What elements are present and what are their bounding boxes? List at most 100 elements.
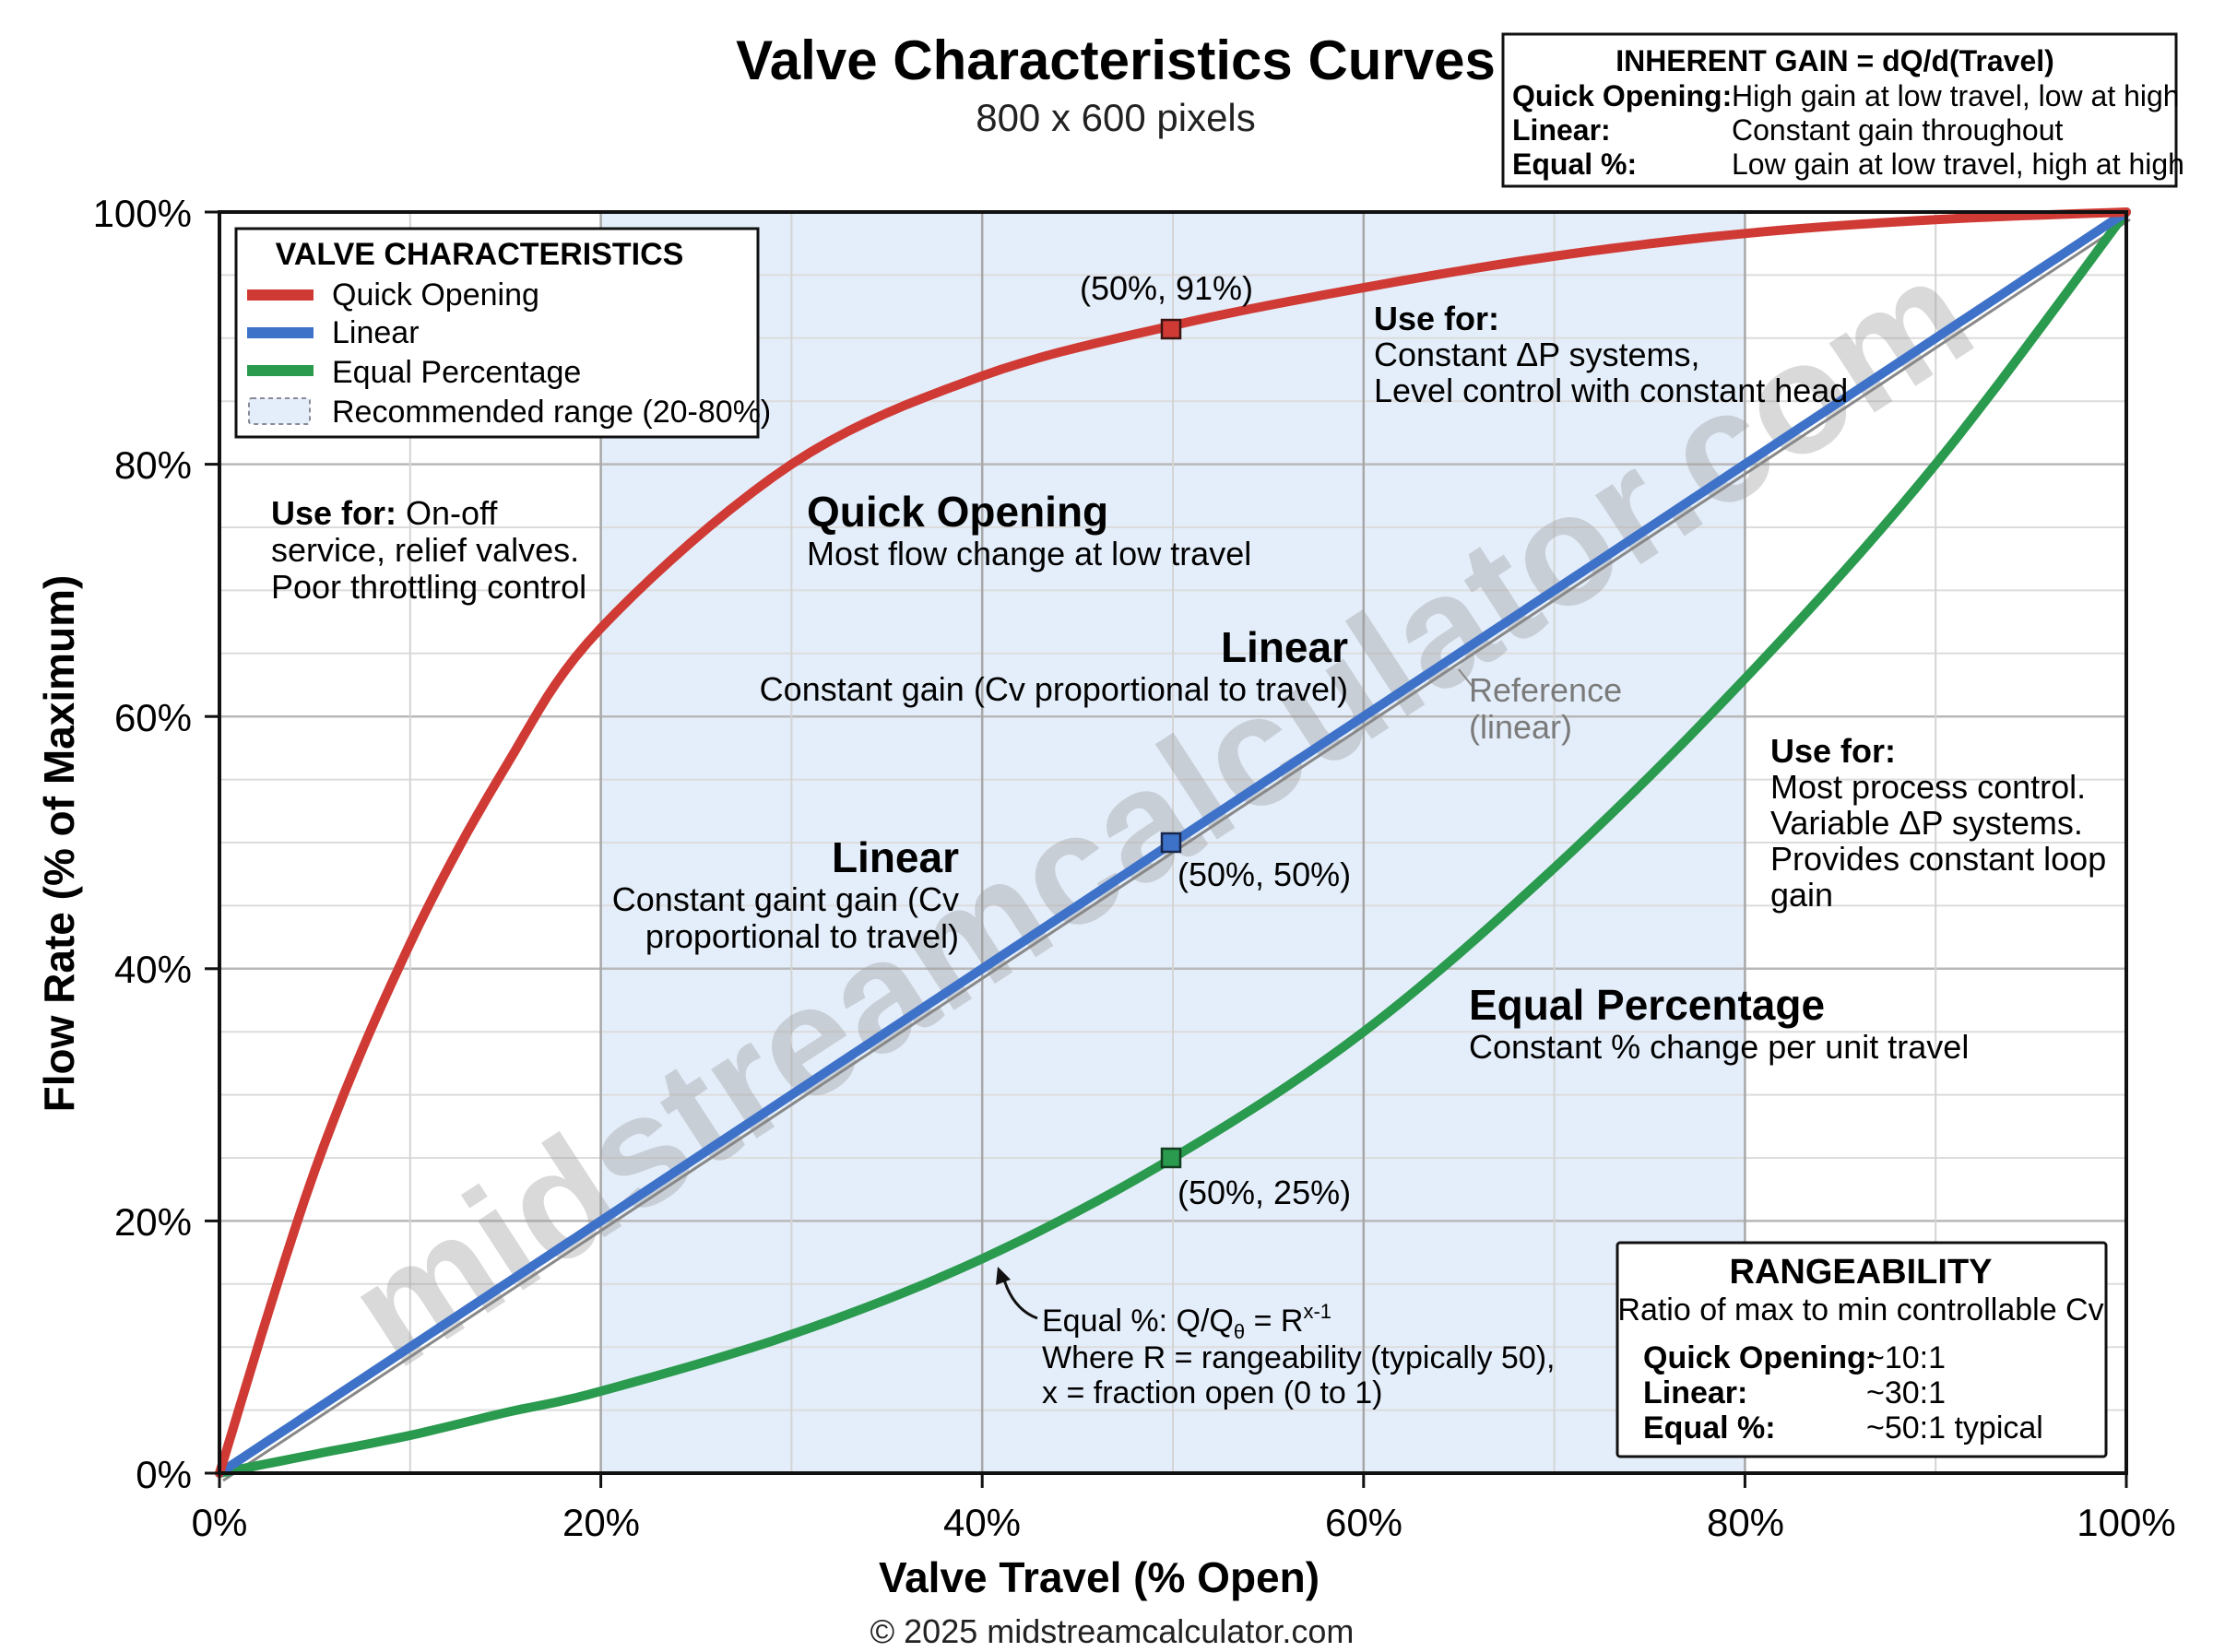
y-axis-title: Flow Rate (% of Maximum) bbox=[35, 575, 83, 1113]
rangeability-row-value: ~50:1 typical bbox=[1866, 1410, 2043, 1446]
quick-opening-label: Quick Opening bbox=[807, 488, 1108, 536]
formula-subscript: θ bbox=[1234, 1320, 1245, 1343]
gain-row-label: Quick Opening: bbox=[1512, 79, 1732, 112]
gain-row-value: Low gain at low travel, high at high bbox=[1732, 148, 2184, 181]
chart-subtitle: 800 x 600 pixels bbox=[976, 96, 1256, 139]
equal-percentage-curve[interactable] bbox=[215, 207, 2131, 1478]
y-tick-label: 0% bbox=[136, 1453, 192, 1496]
x-axis-title: Valve Travel (% Open) bbox=[879, 1553, 1320, 1601]
y-tick-label: 60% bbox=[114, 696, 192, 739]
quick-opening-marker[interactable] bbox=[1160, 318, 1182, 340]
use-for-text: Poor throttling control bbox=[271, 568, 586, 606]
formula-superscript: x-1 bbox=[1303, 1300, 1331, 1323]
dashed-band-swatch-icon bbox=[248, 397, 311, 425]
x-tick-label: 20% bbox=[562, 1501, 640, 1544]
y-tick-label: 40% bbox=[114, 948, 192, 991]
y-tick-label: 100% bbox=[93, 192, 192, 235]
rangeability-subtitle: Ratio of max to min controllable Cv bbox=[1617, 1292, 2103, 1328]
equal-percentage-description: Constant % change per unit travel bbox=[1469, 1028, 1969, 1066]
equal-percentage-label: Equal Percentage bbox=[1469, 981, 1825, 1029]
svg-text:Equal %: Q/Qθ = Rx-1: Equal %: Q/Qθ = Rx-1 bbox=[1042, 1300, 1331, 1343]
linear-description-upper: Constant gain (Cv proportional to travel… bbox=[760, 670, 1348, 708]
gain-row-label: Linear: bbox=[1512, 113, 1611, 147]
x-tick-label: 100% bbox=[2077, 1501, 2175, 1544]
linear-marker[interactable] bbox=[1160, 832, 1182, 854]
rangeability-box: RANGEABILITY Ratio of max to min control… bbox=[1615, 1241, 2108, 1458]
legend-item-equal-percentage[interactable]: Equal Percentage bbox=[247, 355, 581, 390]
rangeability-row-label: Linear: bbox=[1643, 1375, 1747, 1410]
linear-curve[interactable] bbox=[215, 207, 2131, 1478]
y-tick-label: 80% bbox=[114, 443, 192, 487]
formula-text: = R bbox=[1245, 1304, 1303, 1339]
inherent-gain-box: INHERENT GAIN = dQ/d(Travel) Quick Openi… bbox=[1501, 32, 2184, 188]
y-tick-label: 20% bbox=[114, 1200, 192, 1244]
formula-text: Equal %: Q/Q bbox=[1042, 1304, 1234, 1339]
linear-label-lower: Linear bbox=[832, 833, 959, 881]
use-for-text: Most process control. bbox=[1770, 768, 2086, 806]
reference-leader-line bbox=[1458, 668, 1474, 689]
linear-description-lower: proportional to travel) bbox=[645, 917, 959, 955]
gain-row-label: Equal %: bbox=[1512, 148, 1637, 181]
axis-ticks bbox=[205, 210, 2128, 1488]
rangeability-row-value: ~30:1 bbox=[1866, 1375, 1946, 1410]
formula-text: x = fraction open (0 to 1) bbox=[1042, 1375, 1382, 1410]
use-for-text: Variable ΔP systems. bbox=[1770, 804, 2083, 842]
rangeability-row-value: ~10:1 bbox=[1866, 1340, 1946, 1375]
svg-text:Use for: On-off: Use for: On-off bbox=[271, 494, 498, 532]
linear-description-lower: Constant gaint gain (Cv bbox=[612, 880, 959, 918]
reference-label: (linear) bbox=[1469, 708, 1572, 746]
reference-linear-line bbox=[222, 218, 2131, 1482]
x-tick-label: 80% bbox=[1707, 1501, 1784, 1544]
use-for-label: Use for: bbox=[1770, 732, 1896, 770]
gain-row-value: High gain at low travel, low at high bbox=[1732, 79, 2180, 112]
use-for-text: Level control with constant head bbox=[1374, 372, 1848, 409]
equal-percentage-point-label: (50%, 25%) bbox=[1178, 1174, 1351, 1211]
equal-percentage-marker[interactable] bbox=[1160, 1147, 1182, 1169]
x-tick-labels: 0% 20% 40% 60% 80% 100% bbox=[192, 1501, 2176, 1544]
quick-opening-use-for: Use for: On-off service, relief valves. … bbox=[271, 494, 586, 606]
rangeability-row-label: Equal %: bbox=[1643, 1410, 1776, 1446]
green-line-swatch-icon bbox=[247, 365, 314, 376]
reference-label: Reference bbox=[1469, 671, 1622, 709]
legend-item-label: Equal Percentage bbox=[332, 355, 581, 390]
linear-label-upper: Linear bbox=[1221, 623, 1348, 671]
equal-percentage-use-for: Use for: Most process control. Variable … bbox=[1770, 732, 2106, 914]
legend-title: VALVE CHARACTERISTICS bbox=[276, 237, 684, 272]
legend-item-recommended-range[interactable]: Recommended range (20-80%) bbox=[248, 395, 771, 430]
copyright-footer: © 2025 midstreamcalculator.com bbox=[870, 1612, 1355, 1650]
red-line-swatch-icon bbox=[247, 289, 314, 301]
legend: VALVE CHARACTERISTICS Quick Opening Line… bbox=[234, 227, 771, 439]
blue-line-swatch-icon bbox=[247, 327, 314, 338]
quick-opening-description: Most flow change at low travel bbox=[807, 535, 1251, 572]
gain-row-value: Constant gain throughout bbox=[1732, 113, 2063, 147]
legend-item-quick-opening[interactable]: Quick Opening bbox=[247, 277, 539, 313]
legend-item-label: Quick Opening bbox=[332, 277, 539, 313]
quick-opening-curve[interactable] bbox=[215, 207, 2131, 1478]
rangeability-title: RANGEABILITY bbox=[1730, 1253, 1993, 1292]
axes-frame bbox=[218, 210, 2128, 1475]
chart-title: Valve Characteristics Curves bbox=[736, 30, 1496, 91]
gain-box-title: INHERENT GAIN = dQ/d(Travel) bbox=[1615, 44, 2054, 77]
formula-text: Where R = rangeability (typically 50), bbox=[1042, 1340, 1556, 1375]
use-for-label: Use for: bbox=[1374, 300, 1499, 337]
arrowhead-icon bbox=[996, 1267, 1011, 1285]
use-for-label: Use for: bbox=[271, 494, 396, 532]
use-for-text: gain bbox=[1770, 876, 1833, 914]
use-for-text: On-off bbox=[396, 494, 498, 532]
legend-item-linear[interactable]: Linear bbox=[247, 315, 420, 350]
use-for-text: service, relief valves. bbox=[271, 531, 579, 569]
curved-arrow-icon bbox=[1001, 1276, 1038, 1320]
equal-percentage-formula: Equal %: Q/Qθ = Rx-1 Where R = rangeabil… bbox=[1042, 1300, 1556, 1410]
use-for-text: Provides constant loop bbox=[1770, 840, 2106, 878]
rangeability-row-label: Quick Opening: bbox=[1643, 1340, 1876, 1375]
x-tick-label: 0% bbox=[192, 1501, 248, 1544]
y-tick-labels: 100% 80% 60% 40% 20% 0% bbox=[93, 192, 192, 1496]
x-tick-label: 40% bbox=[943, 1501, 1021, 1544]
quick-opening-point-label: (50%, 91%) bbox=[1080, 269, 1253, 307]
linear-use-for: Use for: Constant ΔP systems, Level cont… bbox=[1374, 300, 1848, 409]
x-tick-label: 60% bbox=[1325, 1501, 1402, 1544]
use-for-text: Constant ΔP systems, bbox=[1374, 336, 1700, 373]
legend-item-label: Recommended range (20-80%) bbox=[332, 395, 771, 430]
legend-item-label: Linear bbox=[332, 315, 420, 350]
